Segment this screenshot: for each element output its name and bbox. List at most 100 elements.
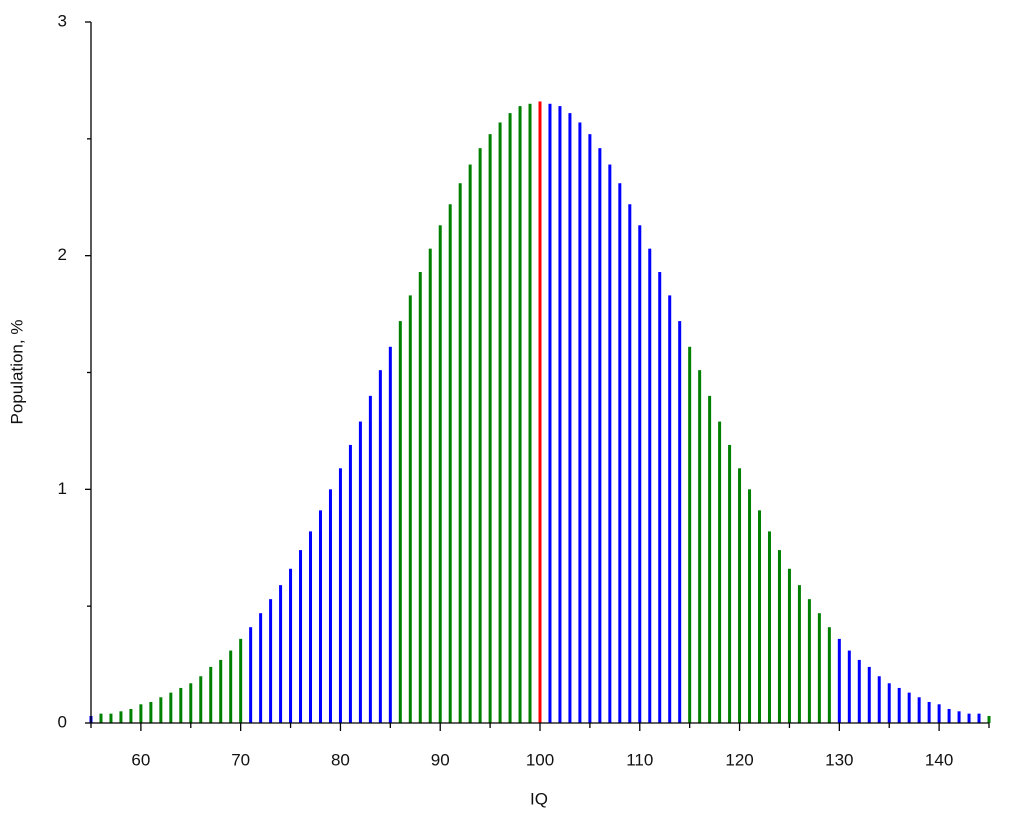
bar xyxy=(807,599,811,723)
bar xyxy=(408,295,412,723)
bar xyxy=(149,701,153,723)
bar xyxy=(518,106,522,724)
bar xyxy=(588,134,592,723)
bar xyxy=(358,421,362,723)
bar xyxy=(648,248,652,723)
bar xyxy=(558,106,562,724)
bar xyxy=(338,468,342,723)
x-tick-label: 80 xyxy=(331,750,350,769)
bar xyxy=(508,113,512,723)
bar xyxy=(438,225,442,724)
bar xyxy=(618,183,622,724)
bar xyxy=(159,697,163,723)
bar xyxy=(388,346,392,723)
bar xyxy=(638,225,642,724)
bar xyxy=(548,103,552,724)
bar xyxy=(179,687,183,723)
bar xyxy=(378,370,382,723)
x-tick-label: 120 xyxy=(725,750,753,769)
bar xyxy=(259,613,263,723)
bar xyxy=(418,272,422,723)
bar xyxy=(478,148,482,723)
bar xyxy=(598,148,602,723)
bar xyxy=(608,164,612,723)
bar xyxy=(428,248,432,723)
bar xyxy=(787,568,791,723)
bar xyxy=(448,204,452,723)
bar xyxy=(458,183,462,724)
bar xyxy=(937,704,941,723)
bar xyxy=(468,164,472,723)
bar xyxy=(797,585,801,723)
bar xyxy=(279,585,283,723)
bar xyxy=(368,395,372,723)
bar xyxy=(289,568,293,723)
bar xyxy=(99,713,103,723)
bar xyxy=(568,113,572,723)
bar xyxy=(867,666,871,723)
bar xyxy=(688,346,692,723)
bar xyxy=(857,659,861,723)
bar xyxy=(907,692,911,723)
x-tick-label: 90 xyxy=(431,750,450,769)
bar xyxy=(698,370,702,723)
x-tick-label: 130 xyxy=(825,750,853,769)
bar xyxy=(708,395,712,723)
bar xyxy=(767,531,771,723)
bar xyxy=(309,531,313,723)
bar xyxy=(817,613,821,723)
bar xyxy=(628,204,632,723)
y-tick-label: 0 xyxy=(58,712,67,731)
bar xyxy=(109,713,113,723)
bar xyxy=(348,444,352,723)
bar xyxy=(827,627,831,723)
bar xyxy=(967,713,971,723)
bar xyxy=(728,444,732,723)
y-tick-label: 1 xyxy=(58,479,67,498)
bar xyxy=(847,650,851,723)
bar xyxy=(398,321,402,723)
bar xyxy=(977,713,981,723)
bar xyxy=(189,683,193,723)
x-tick-label: 140 xyxy=(925,750,953,769)
y-tick-label: 2 xyxy=(58,245,67,264)
x-tick-label: 60 xyxy=(131,750,150,769)
bar xyxy=(249,627,253,723)
bar xyxy=(498,122,502,723)
bar xyxy=(887,683,891,723)
bar xyxy=(169,692,173,723)
bar xyxy=(777,550,781,723)
x-tick-label: 70 xyxy=(231,750,250,769)
bar xyxy=(718,421,722,723)
bar xyxy=(917,697,921,723)
bar xyxy=(748,489,752,723)
x-tick-label: 100 xyxy=(526,750,554,769)
bar xyxy=(129,708,133,723)
bar xyxy=(139,704,143,723)
bar xyxy=(987,715,991,723)
bar xyxy=(528,103,532,724)
y-tick-label: 3 xyxy=(58,11,67,30)
bar xyxy=(318,510,322,723)
bar xyxy=(668,295,672,723)
bar xyxy=(299,550,303,723)
bar xyxy=(199,676,203,723)
bar xyxy=(328,489,332,723)
bar xyxy=(957,711,961,723)
bar xyxy=(269,599,273,723)
bar xyxy=(897,687,901,723)
bar xyxy=(219,659,223,723)
bar xyxy=(678,321,682,723)
bar xyxy=(538,101,542,724)
bar xyxy=(239,638,243,723)
bar xyxy=(758,510,762,723)
bar xyxy=(738,468,742,723)
bar xyxy=(578,122,582,723)
x-tick-label: 110 xyxy=(626,750,653,769)
bar xyxy=(877,676,881,723)
bar xyxy=(837,638,841,723)
bar xyxy=(229,650,233,723)
x-axis-label: IQ xyxy=(530,789,548,808)
bar xyxy=(927,701,931,723)
